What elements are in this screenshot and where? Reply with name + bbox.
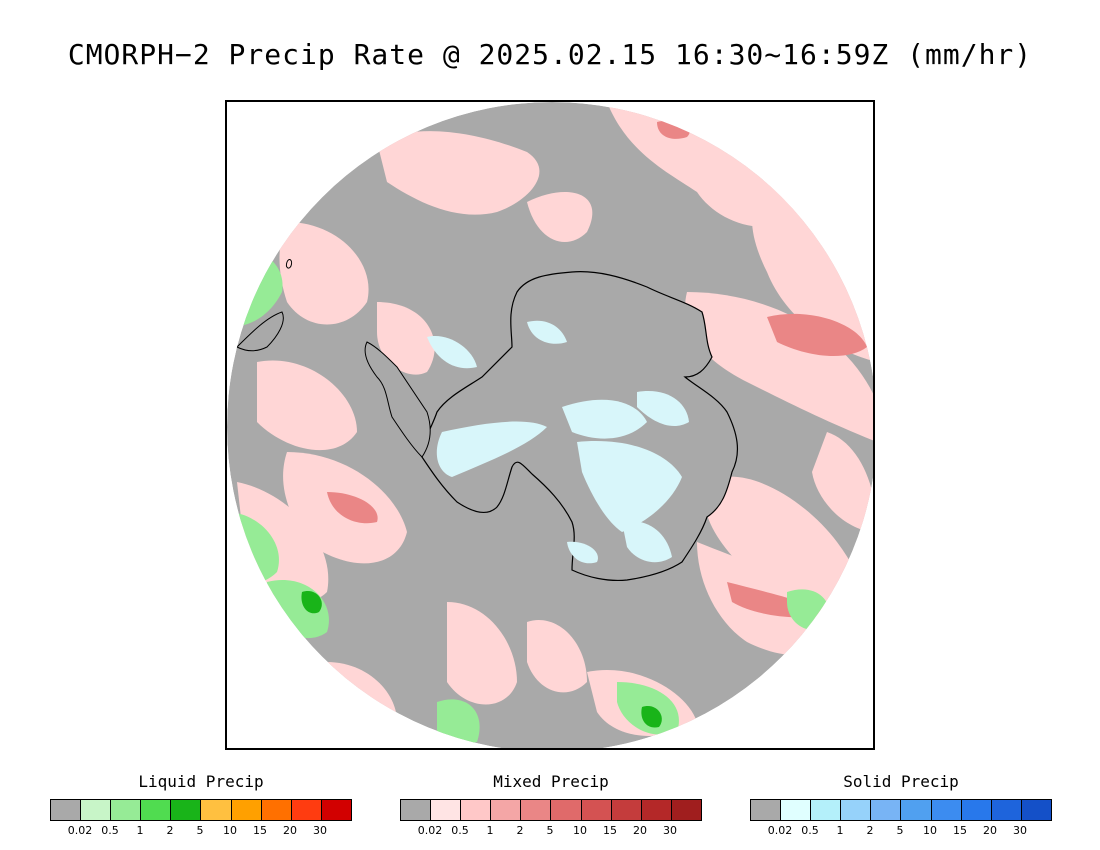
legend-liquid: Liquid Precip 0.02 0.5 1 2 5 10 15 20 30 (50, 772, 352, 837)
legend-tick: 2 (866, 824, 874, 837)
legend-title: Liquid Precip (138, 772, 264, 791)
legend-swatch (611, 800, 642, 820)
legend-swatch (171, 800, 202, 820)
legend-ticks: 0.02 0.5 1 2 5 10 15 20 30 (400, 821, 700, 837)
legend-swatch (1021, 800, 1051, 820)
legend-swatch (641, 800, 672, 820)
legend-swatch (401, 800, 432, 820)
legend-color-bar (400, 799, 702, 821)
legend-swatch (461, 800, 492, 820)
legend-swatch (751, 800, 782, 820)
map-frame (225, 100, 875, 750)
legend-color-bar (50, 799, 352, 821)
precip-map (227, 102, 873, 748)
legend-swatch (231, 800, 262, 820)
legend-tick: 1 (836, 824, 844, 837)
legend-tick: 2 (166, 824, 174, 837)
legend-tick: 0.02 (67, 824, 93, 837)
legend-ticks: 0.02 0.5 1 2 5 10 15 20 30 (750, 821, 1050, 837)
legend-swatch (581, 800, 612, 820)
legend-tick: 5 (896, 824, 904, 837)
legend-tick: 5 (196, 824, 204, 837)
solid-precip (427, 320, 689, 564)
legend-tick: 5 (546, 824, 554, 837)
legend-tick: 20 (633, 824, 647, 837)
legend-tick: 10 (573, 824, 587, 837)
legend-swatch (431, 800, 462, 820)
legend-title: Mixed Precip (493, 772, 609, 791)
legend-swatch (521, 800, 552, 820)
legend-swatch (551, 800, 582, 820)
legend-tick: 30 (313, 824, 327, 837)
liquid-precip-heavy (301, 591, 662, 728)
legend-tick: 15 (253, 824, 267, 837)
south-america-tip (236, 311, 284, 352)
antarctic-peninsula (364, 341, 431, 458)
legend-tick: 0.02 (417, 824, 443, 837)
legend-swatch (811, 800, 842, 820)
legend-swatch (141, 800, 172, 820)
legend-tick: 1 (486, 824, 494, 837)
legend-tick: 1 (136, 824, 144, 837)
legend-swatch (491, 800, 522, 820)
legend-tick: 0.5 (451, 824, 469, 837)
legend-tick: 0.5 (101, 824, 119, 837)
legend-tick: 20 (283, 824, 297, 837)
legend-tick: 15 (603, 824, 617, 837)
legend-swatch (781, 800, 812, 820)
legend-mixed: Mixed Precip 0.02 0.5 1 2 5 10 15 20 30 (400, 772, 702, 837)
legend-solid: Solid Precip 0.02 0.5 1 2 5 10 15 20 30 (750, 772, 1052, 837)
legend-title: Solid Precip (843, 772, 959, 791)
legend-swatch (991, 800, 1022, 820)
legend-swatch (291, 800, 322, 820)
legend-swatch (671, 800, 701, 820)
legend-tick: 10 (223, 824, 237, 837)
legend-swatch (961, 800, 992, 820)
legend-swatch (261, 800, 292, 820)
legend-tick: 20 (983, 824, 997, 837)
legend-tick: 30 (1013, 824, 1027, 837)
legend-swatch (81, 800, 112, 820)
legend-tick: 15 (953, 824, 967, 837)
legend-tick: 30 (663, 824, 677, 837)
legend-color-bar (750, 799, 1052, 821)
legend-tick: 10 (923, 824, 937, 837)
map-title: CMORPH−2 Precip Rate @ 2025.02.15 16:30~… (67, 38, 1033, 71)
legend-swatch (901, 800, 932, 820)
legend-swatch (111, 800, 142, 820)
mixed-precip-moderate (327, 120, 867, 618)
legend-swatch (871, 800, 902, 820)
legend-tick: 0.02 (767, 824, 793, 837)
legend-swatch (201, 800, 232, 820)
legend-tick: 0.5 (801, 824, 819, 837)
south-america-islands (286, 258, 292, 269)
legend-ticks: 0.02 0.5 1 2 5 10 15 20 30 (50, 821, 350, 837)
legend-swatch (931, 800, 962, 820)
legend-swatch (841, 800, 872, 820)
legend-tick: 2 (516, 824, 524, 837)
legend-swatch (51, 800, 82, 820)
legend-swatch (321, 800, 351, 820)
